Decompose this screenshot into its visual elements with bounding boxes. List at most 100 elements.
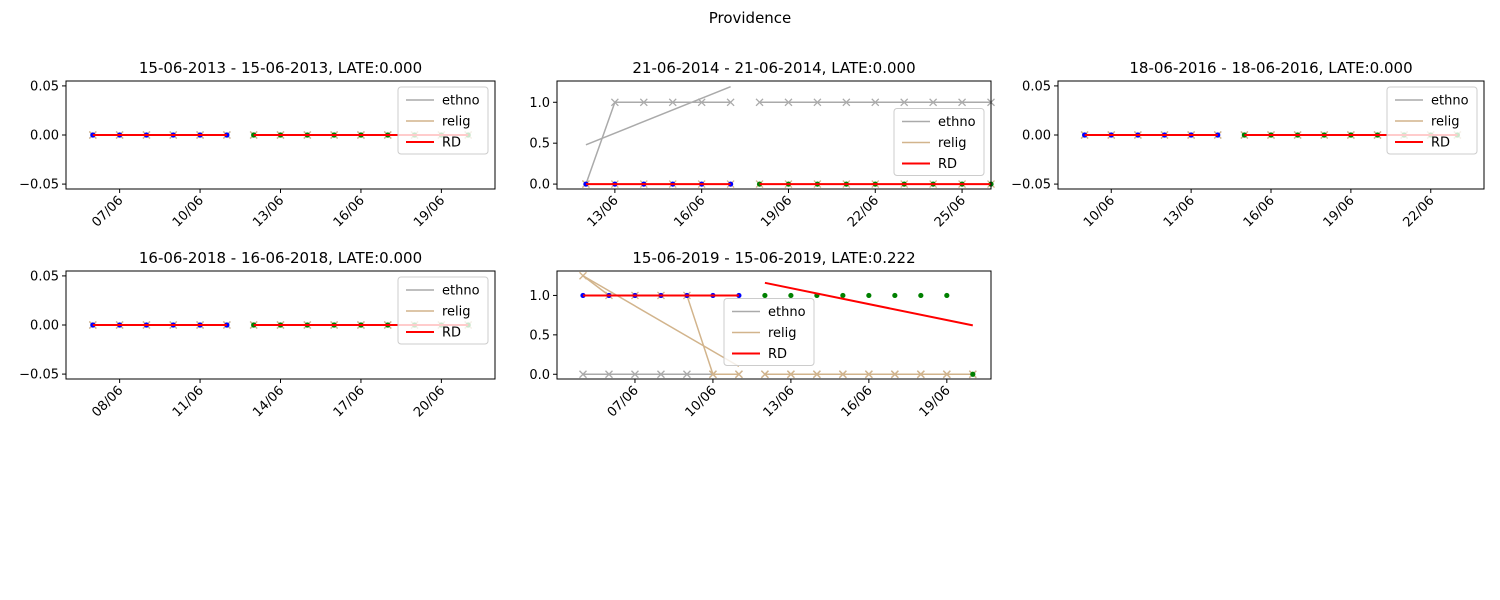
ethno-marker [755, 98, 764, 107]
subplot-5: 15-06-2019 - 15-06-2019, LATE:0.222 0.0 0.… [529, 249, 992, 420]
relig-marker [890, 370, 899, 379]
y-tick-label: −0.05 [19, 178, 59, 193]
ethno-marker [579, 370, 587, 379]
ethno-fit-line [585, 86, 731, 146]
x-tick-label: 11/06 [170, 383, 207, 420]
y-tick-label: 1.0 [529, 96, 550, 111]
legend: ethno relig RD [397, 276, 489, 345]
legend-label-RD: RD [768, 347, 787, 362]
rd-line [764, 281, 974, 327]
x-tick-label: 19/06 [1321, 193, 1358, 230]
rd-point [944, 292, 950, 299]
y-tick-label: −0.05 [19, 368, 59, 383]
relig-marker [708, 370, 717, 379]
y-tick-label: 0.5 [529, 328, 550, 343]
subplot-3: 18-06-2016 - 18-06-2016, LATE:0.000 −0.05… [1011, 59, 1485, 230]
legend-label-relig: relig [1431, 115, 1460, 130]
ethno-marker [668, 98, 677, 107]
y-tick-label: 1.0 [529, 289, 550, 304]
x-tick-label: 17/06 [331, 383, 368, 420]
subplot-4: 16-06-2018 - 16-06-2018, LATE:0.000 −0.05… [19, 249, 496, 420]
x-tick-label: 19/06 [411, 193, 448, 230]
legend-label-RD: RD [938, 157, 957, 172]
x-tick-label: 25/06 [932, 193, 969, 230]
x-tick-label: 10/06 [170, 193, 207, 230]
subplot-title: 21-06-2014 - 21-06-2014, LATE:0.000 [632, 59, 915, 77]
x-tick-label: 13/06 [761, 383, 798, 420]
rd-point [762, 292, 768, 299]
x-tick-label: 19/06 [917, 383, 954, 420]
axes-frame [1057, 80, 1485, 190]
x-tick-label: 07/06 [89, 193, 126, 230]
relig-marker [812, 370, 821, 379]
legend: ethno relig RD [1386, 86, 1478, 155]
axes-frame [65, 270, 496, 380]
legend-box [397, 276, 489, 345]
rd-point [970, 371, 976, 377]
relig-line [582, 275, 739, 376]
y-tick-label: 0.0 [529, 368, 550, 383]
x-tick-label: 14/06 [250, 383, 287, 420]
legend-box [893, 108, 985, 176]
legend: ethno relig RD [723, 298, 815, 366]
x-tick-label: 13/06 [1161, 193, 1198, 230]
rd-point [918, 292, 924, 299]
ethno-marker [639, 98, 648, 107]
legend-box [397, 86, 489, 155]
x-tick-label: 08/06 [89, 383, 126, 420]
x-tick-label: 22/06 [1400, 193, 1437, 230]
x-tick-label: 16/06 [1241, 193, 1278, 230]
relig-marker [579, 271, 587, 280]
legend-label-RD: RD [1431, 136, 1450, 151]
ethno-marker [726, 98, 735, 107]
y-tick-label: −0.05 [1011, 178, 1051, 193]
y-tick-label: 0.00 [30, 129, 59, 144]
legend-label-ethno: ethno [442, 284, 480, 299]
ethno-marker [784, 98, 793, 107]
x-tick-label: 20/06 [411, 383, 448, 420]
legend-label-ethno: ethno [768, 305, 806, 320]
axes-frame [65, 80, 496, 190]
relig-fit-line [582, 275, 740, 368]
relig-marker [838, 370, 847, 379]
legend-label-relig: relig [442, 305, 471, 320]
axes-frame [556, 270, 992, 380]
y-tick-label: 0.05 [30, 79, 59, 94]
plot-area [581, 86, 995, 189]
legend: ethno relig RD [893, 108, 985, 176]
ethno-line [585, 101, 731, 185]
y-tick-label: 0.05 [30, 269, 59, 284]
plot-area [579, 271, 977, 379]
ethno-marker [610, 98, 619, 107]
subplot-title: 15-06-2013 - 15-06-2013, LATE:0.000 [139, 59, 422, 77]
x-tick-label: 16/06 [839, 383, 876, 420]
ethno-marker [929, 98, 938, 107]
y-tick-label: 0.00 [1022, 129, 1051, 144]
axes-frame [556, 80, 992, 190]
figure-title: Providence [708, 9, 792, 27]
legend-label-relig: relig [442, 115, 471, 130]
relig-marker [942, 370, 951, 379]
subplot-2: 21-06-2014 - 21-06-2014, LATE:0.000 0.0 0.… [529, 59, 995, 230]
y-tick-label: 0.05 [1022, 79, 1051, 94]
legend-box [723, 298, 815, 366]
x-tick-label: 16/06 [331, 193, 368, 230]
relig-marker [786, 370, 795, 379]
y-tick-label: 0.0 [529, 178, 550, 193]
rd-point [892, 292, 898, 299]
legend-box [1386, 86, 1478, 155]
legend-label-ethno: ethno [442, 94, 480, 109]
subplot-title: 15-06-2019 - 15-06-2019, LATE:0.222 [632, 249, 915, 267]
legend-label-ethno: ethno [938, 115, 976, 130]
ethno-marker [813, 98, 822, 107]
ethno-marker [605, 370, 613, 379]
rd-point [788, 292, 794, 299]
y-tick-label: 0.5 [529, 137, 550, 152]
x-tick-label: 10/06 [683, 383, 720, 420]
ethno-marker [631, 370, 639, 379]
ethno-marker [682, 370, 691, 379]
ethno-marker [900, 98, 909, 107]
relig-marker [864, 370, 873, 379]
subplot-title: 18-06-2016 - 18-06-2016, LATE:0.000 [1129, 59, 1412, 77]
relig-marker [760, 370, 769, 379]
